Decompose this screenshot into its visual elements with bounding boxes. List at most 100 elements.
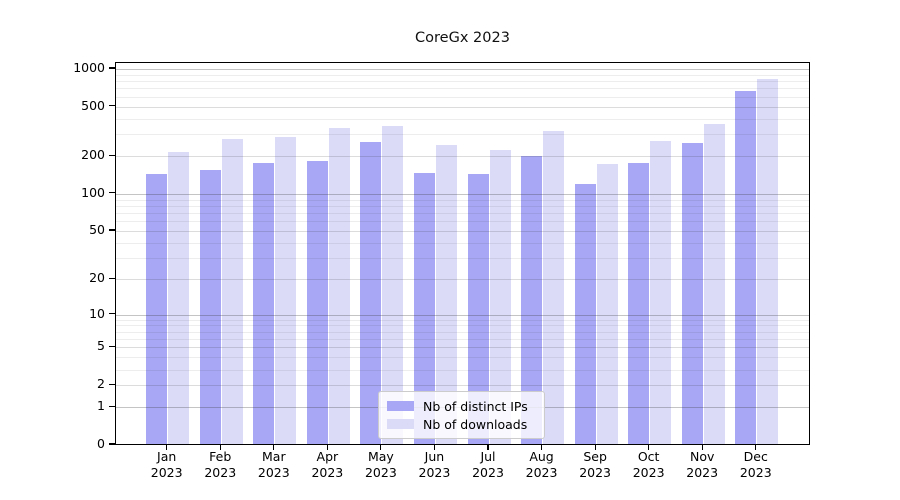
gridline-50: [116, 231, 809, 233]
bar-downloads-oct: [650, 140, 672, 445]
bar-downloads-aug: [543, 130, 565, 445]
y-tick-100: [109, 192, 115, 194]
x-tick-label-feb: Feb 2023: [204, 449, 237, 480]
bar-distinct-ips-apr: [306, 160, 328, 445]
bar-distinct-ips-aug: [521, 156, 543, 445]
x-tick-nov: [701, 445, 703, 450]
y-tick-1000: [109, 67, 115, 69]
gridline-minor-40: [116, 242, 809, 244]
legend-label-distinct-ips: Nb of distinct IPs: [423, 398, 528, 414]
bar-distinct-ips-may: [360, 142, 382, 445]
gridline-20: [116, 279, 809, 281]
gridline-minor-6: [116, 339, 809, 341]
y-tick-label-500: 500: [81, 97, 105, 113]
legend-item-downloads: Nb of downloads: [387, 415, 536, 433]
x-tick-aug: [540, 445, 543, 450]
gridline-minor-9: [116, 319, 809, 321]
gridline-500: [116, 106, 809, 108]
y-tick-label-100: 100: [81, 184, 105, 200]
x-tick-label-apr: Apr 2023: [311, 449, 344, 480]
y-tick-1: [109, 405, 115, 407]
bar-distinct-ips-dec: [735, 90, 757, 445]
bar-downloads-jul: [489, 149, 511, 445]
gridline-minor-700: [116, 88, 809, 90]
x-tick-label-dec: Dec 2023: [739, 449, 772, 480]
x-tick-label-oct: Oct 2023: [632, 449, 665, 480]
x-tick-label-jun: Jun 2023: [418, 449, 451, 480]
x-tick-label-jan: Jan 2023: [150, 449, 183, 480]
legend-swatch-distinct-ips: [387, 401, 414, 411]
x-tick-label-jul: Jul 2023: [472, 449, 504, 480]
gridline-minor-600: [116, 96, 809, 98]
bar-downloads-dec: [757, 78, 779, 445]
gridline-minor-3: [116, 369, 809, 371]
y-tick-label-2: 2: [97, 376, 105, 392]
y-tick-2: [109, 383, 115, 385]
bar-distinct-ips-mar: [253, 163, 275, 445]
gridline-minor-7: [116, 331, 809, 333]
x-tick-feb: [219, 445, 221, 450]
bar-distinct-ips-sep: [574, 183, 596, 445]
y-tick-0: [109, 443, 115, 445]
bar-downloads-nov: [703, 123, 725, 445]
x-tick-mar: [273, 445, 275, 450]
gridline-100: [116, 193, 809, 195]
x-tick-jun: [433, 445, 436, 450]
y-tick-label-20: 20: [89, 270, 105, 286]
bars-layer: [116, 63, 809, 445]
bar-downloads-feb: [221, 139, 243, 445]
y-tick-label-5: 5: [97, 338, 105, 354]
x-tick-apr: [326, 445, 328, 450]
y-tick-label-200: 200: [81, 147, 105, 163]
y-tick-10: [109, 312, 115, 315]
x-tick-label-mar: Mar 2023: [257, 449, 290, 480]
gridline-200: [116, 156, 809, 158]
grid-layer: [116, 63, 809, 444]
gridline-minor-4: [116, 357, 809, 359]
y-tick-label-1000: 1000: [73, 60, 105, 76]
x-tick-jan: [166, 445, 168, 450]
y-tick-50: [109, 229, 115, 231]
y-tick-label-0: 0: [97, 436, 105, 451]
y-tick-5: [109, 345, 115, 348]
bar-downloads-jun: [435, 144, 457, 445]
gridline-minor-300: [116, 134, 809, 136]
gridline-minor-30: [116, 258, 809, 260]
gridline-minor-60: [116, 221, 809, 223]
x-tick-label-nov: Nov 2023: [686, 449, 719, 480]
x-tick-may: [380, 445, 382, 450]
bar-downloads-may: [382, 126, 404, 445]
gridline-minor-400: [116, 118, 809, 120]
bar-downloads-mar: [275, 136, 297, 445]
gridline-minor-900: [116, 74, 809, 76]
gridline-10: [116, 314, 809, 316]
gridline-minor-800: [116, 81, 809, 83]
legend-label-downloads: Nb of downloads: [423, 416, 528, 432]
bar-downloads-jan: [168, 151, 190, 445]
bar-distinct-ips-jun: [413, 173, 435, 445]
gridline-5: [116, 347, 809, 349]
y-tick-200: [109, 154, 115, 156]
x-tick-label-may: May 2023: [364, 449, 397, 480]
legend-item-distinct-ips: Nb of distinct IPs: [387, 397, 536, 415]
gridline-1000: [116, 69, 809, 71]
bar-distinct-ips-jan: [146, 173, 168, 445]
gridline-minor-8: [116, 325, 809, 327]
gridline-minor-70: [116, 213, 809, 215]
y-tick-500: [109, 105, 115, 107]
y-tick-label-10: 10: [89, 305, 105, 321]
chart-title: CoreGx 2023: [415, 30, 510, 46]
gridline-minor-80: [116, 205, 809, 207]
x-tick-label-sep: Sep 2023: [579, 449, 611, 480]
x-tick-sep: [594, 445, 596, 450]
legend-swatch-downloads: [387, 419, 414, 429]
y-tick-label-1: 1: [97, 398, 105, 414]
bar-distinct-ips-feb: [199, 169, 221, 445]
bar-distinct-ips-jul: [467, 173, 489, 445]
gridline-2: [116, 385, 809, 387]
legend: Nb of distinct IPs Nb of downloads: [378, 391, 545, 439]
x-tick-dec: [755, 445, 757, 450]
bar-downloads-apr: [328, 128, 350, 445]
gridline-minor-90: [116, 199, 809, 201]
